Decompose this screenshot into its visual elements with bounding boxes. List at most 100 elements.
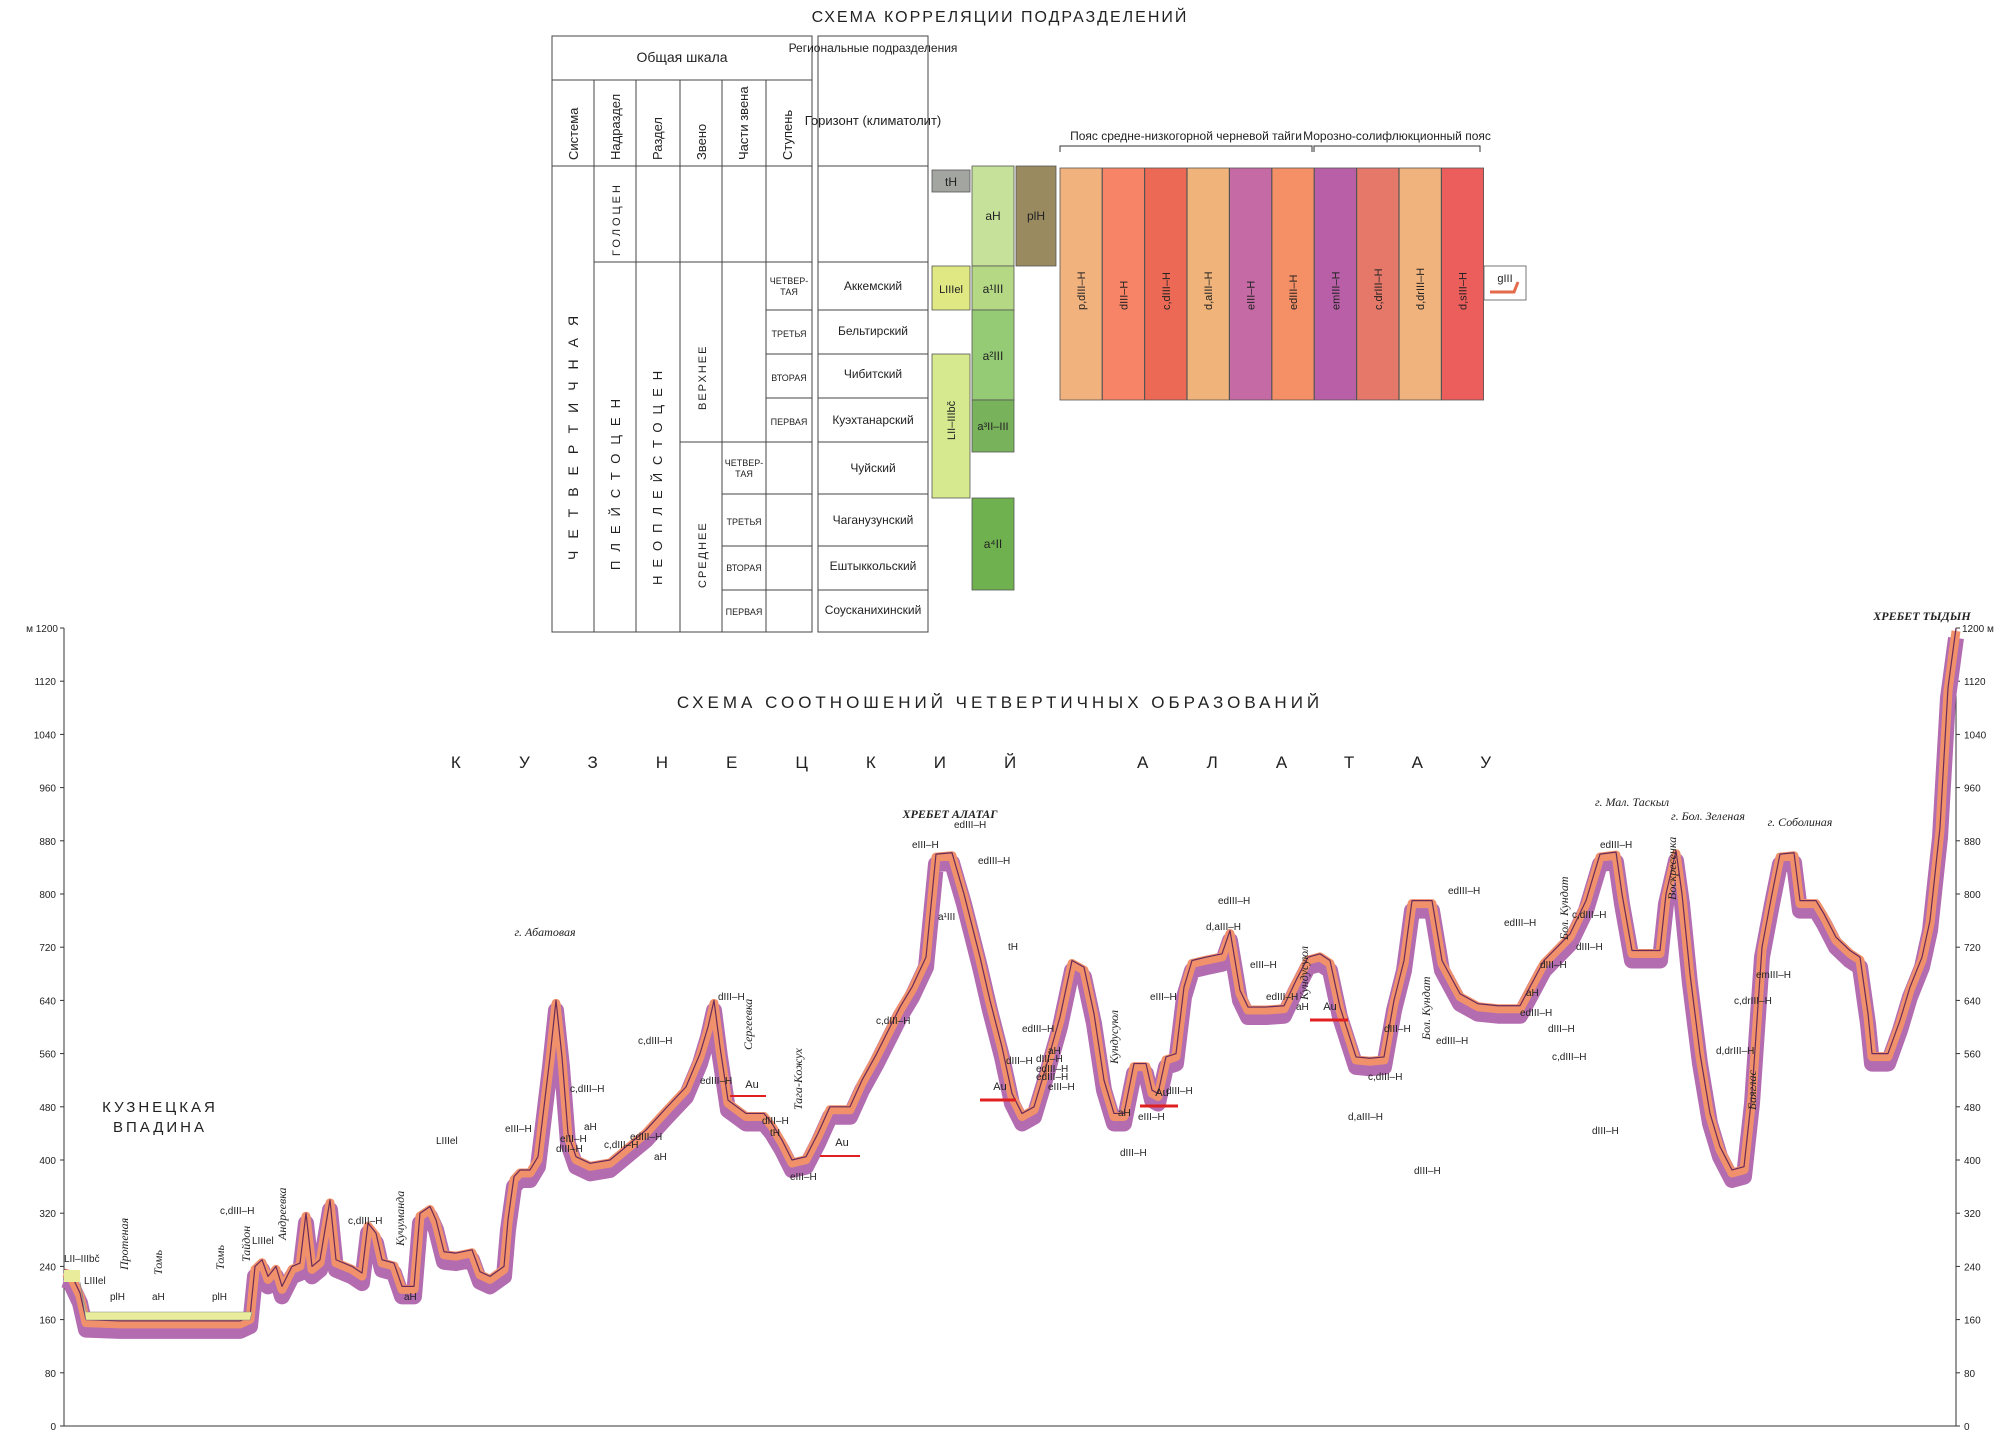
y-tick-label-right: 400 xyxy=(1964,1156,1981,1167)
profile-title: СХЕМА СООТНОШЕНИЙ ЧЕТВЕРТИЧНЫХ ОБРАЗОВАН… xyxy=(677,693,1323,712)
y-tick-label-left: 960 xyxy=(39,784,56,795)
part-label: ТАЯ xyxy=(780,287,798,297)
y-tick-label-left: 720 xyxy=(39,943,56,954)
belt-block xyxy=(1271,167,1315,401)
block-a4II-label: a⁴II xyxy=(984,537,1003,551)
block-LIIIel xyxy=(931,265,971,311)
unit-label: dIII–H xyxy=(1384,1024,1411,1035)
unit-label: edIII–H xyxy=(630,1132,662,1143)
terrain-surface-line xyxy=(63,627,1957,1322)
y-unit-left: м 1200 xyxy=(26,624,58,635)
col-supersection: Надраздел xyxy=(608,94,623,160)
au-2: Au xyxy=(835,1137,848,1149)
unit-label: dIII–H xyxy=(1540,960,1567,971)
col-section: Раздел xyxy=(650,117,665,160)
y-tick-label-left: 1120 xyxy=(34,677,56,688)
col-link-parts: Части звена xyxy=(736,86,751,160)
col-system: Система xyxy=(566,107,581,160)
horizon-label: Ештыккольский xyxy=(830,559,917,573)
block-a3 xyxy=(971,399,1015,453)
belt-block xyxy=(1186,167,1230,401)
au-1: Au xyxy=(745,1079,758,1091)
unit-label: edIII–H xyxy=(1266,992,1298,1003)
y-tick-label-right: 320 xyxy=(1964,1209,1981,1220)
river-label: Тайдон xyxy=(239,1226,253,1262)
unit-label: eIII–H xyxy=(505,1124,532,1135)
unit-label: edIII–H xyxy=(1520,1008,1552,1019)
unit-label: d,aIII–H xyxy=(1348,1112,1383,1123)
unit-label: dIII–H xyxy=(556,1144,583,1155)
block-aH xyxy=(971,165,1015,267)
horizon-header: Горизонт (климатолит) xyxy=(805,113,941,128)
belt-block xyxy=(1441,167,1484,401)
regional-header: Региональные подразделения xyxy=(789,41,958,55)
belt2-label: Морозно-солифлюкционный пояс xyxy=(1303,129,1491,143)
y-tick-label-right: 480 xyxy=(1964,1103,1981,1114)
peak-abatovaya: г. Абатовая xyxy=(514,925,576,939)
y-tick-label-left: 400 xyxy=(39,1156,56,1167)
y-tick-label-left: 880 xyxy=(39,837,56,848)
y-tick-label-right: 720 xyxy=(1964,943,1981,954)
unit-label: plH xyxy=(110,1292,125,1303)
unit-label: LIIIel xyxy=(436,1136,458,1147)
unit-label: dIII–H xyxy=(1576,942,1603,953)
unit-label: a¹III xyxy=(938,912,955,923)
horizon-label: Соусканихинский xyxy=(825,603,922,617)
belt-block-label: eIII–H xyxy=(1246,281,1258,310)
river-label: Бол. Кундат xyxy=(1557,876,1571,941)
belt-block-label: dIII–H xyxy=(1118,281,1130,310)
unit-label: edIII–H xyxy=(700,1076,732,1087)
block-plH xyxy=(1015,165,1057,267)
block-LII xyxy=(931,353,971,499)
y-tick-label-left: 1040 xyxy=(34,730,57,741)
y-tick-label-left: 240 xyxy=(39,1262,56,1273)
unit-label: aH xyxy=(1526,988,1539,999)
y-tick-label-left: 0 xyxy=(50,1422,56,1433)
belt-block-label: c,drIII–H xyxy=(1373,268,1385,310)
river-label: Бол. Кундат xyxy=(1419,976,1433,1041)
middle-label: СРЕДНЕЕ xyxy=(697,521,709,588)
unit-label: aH xyxy=(584,1122,597,1133)
peak-bol-zelenaya: г. Бол. Зеленая xyxy=(1671,809,1745,823)
y-tick-label-right: 800 xyxy=(1964,890,1981,901)
block-tH-label: tH xyxy=(945,175,957,189)
upper-label: ВЕРХНЕЕ xyxy=(697,345,709,410)
unit-label: eIII–H xyxy=(1138,1112,1165,1123)
unit-label: edIII–H xyxy=(1448,886,1480,897)
unit-label: eIII–H xyxy=(1250,960,1277,971)
unit-label: c,dIII–H xyxy=(1368,1072,1402,1083)
unit-label: c,dIII–H xyxy=(604,1140,638,1151)
unit-label: c,dIII–H xyxy=(220,1206,254,1217)
unit-label: c,dIII–H xyxy=(1552,1052,1586,1063)
river-label: Томь xyxy=(213,1245,227,1270)
unit-label: dIII–H xyxy=(1592,1126,1619,1137)
correlation-scheme: СХЕМА КОРРЕЛЯЦИИ ПОДРАЗДЕЛЕНИЙ xyxy=(551,7,1527,633)
block-a2III-label: a²III xyxy=(983,349,1004,363)
unit-label: c,dIII–H xyxy=(570,1084,604,1095)
unit-label: edIII–H xyxy=(1218,896,1250,907)
y-tick-label-right: 80 xyxy=(1964,1369,1976,1380)
block-LII-label: LII–IIIbč xyxy=(946,400,958,440)
block-gIII-label: gIII xyxy=(1497,273,1512,285)
river-labels: Протеная Томь Томь Тайдон Андреевка Кучуманда… xyxy=(117,837,1759,1275)
y-tick-label-right: 640 xyxy=(1964,996,1981,1007)
river-label: Кундусуюл xyxy=(1107,1010,1121,1065)
unit-label: LII–IIIbč xyxy=(64,1254,100,1265)
peak-alatag: ХРЕБЕТ АЛАТАГ xyxy=(902,807,999,821)
part-label: ТАЯ xyxy=(735,469,753,479)
river-label: Кундусуюл xyxy=(1297,946,1311,1001)
unit-label: LIIIel xyxy=(252,1236,274,1247)
unit-label: dIII–H xyxy=(1120,1148,1147,1159)
part-label: ВТОРАЯ xyxy=(726,563,761,573)
unit-label: c,dIII–H xyxy=(638,1036,672,1047)
unit-label: edIII–H xyxy=(1504,918,1536,929)
unit-label: eIII–H xyxy=(1150,992,1177,1003)
part-label: ВТОРАЯ xyxy=(771,373,806,383)
unit-label: edIII–H xyxy=(954,820,986,831)
unit-label: dIII–H xyxy=(1166,1086,1193,1097)
y-tick-label-left: 800 xyxy=(39,890,56,901)
belt-block xyxy=(1314,167,1357,401)
peak-tydyn: ХРЕБЕТ ТЫДЫН xyxy=(1872,609,1971,623)
y-tick-label-left: 160 xyxy=(39,1316,56,1327)
